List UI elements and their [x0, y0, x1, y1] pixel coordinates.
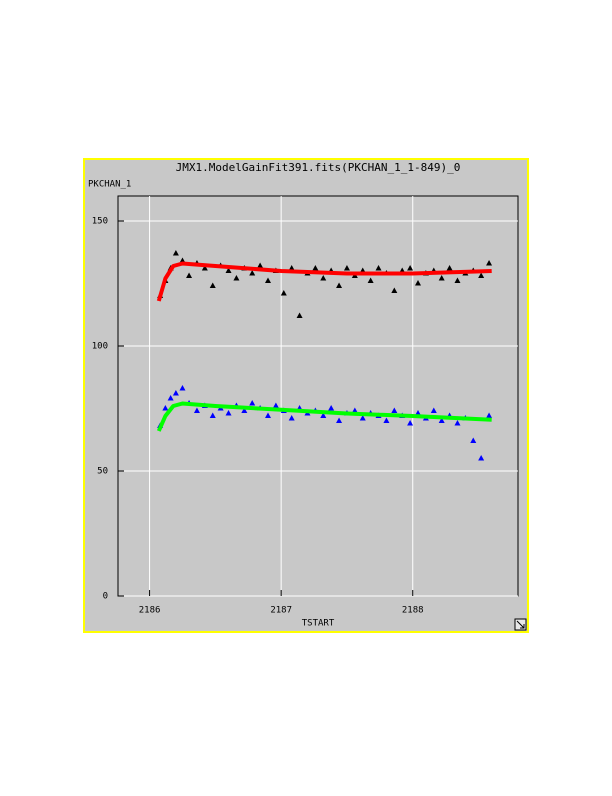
- data-point: [446, 265, 453, 271]
- fit-line: [156, 261, 492, 302]
- data-point: [359, 415, 366, 421]
- data-point: [336, 282, 343, 288]
- data-point: [312, 265, 319, 271]
- data-point: [407, 265, 414, 271]
- data-point: [486, 412, 493, 418]
- resize-icon[interactable]: [514, 618, 527, 631]
- y-tick-label: 100: [92, 342, 108, 352]
- data-point: [415, 410, 421, 416]
- y-tick-label: 50: [97, 467, 108, 477]
- data-point: [438, 275, 445, 281]
- data-point: [249, 400, 256, 406]
- x-tick-label: 2187: [270, 606, 292, 616]
- data-point: [336, 417, 343, 423]
- data-point: [438, 417, 445, 423]
- data-point: [186, 272, 193, 278]
- data-point: [265, 277, 271, 283]
- data-point: [296, 312, 303, 318]
- y-tick-label: 150: [92, 217, 108, 227]
- data-point: [328, 405, 335, 411]
- data-point: [233, 275, 240, 281]
- data-point: [351, 407, 358, 413]
- data-point: [383, 417, 390, 423]
- x-axis-label: TSTART: [302, 619, 335, 629]
- data-point: [478, 272, 485, 278]
- y-axis-label: PKCHAN_1: [88, 180, 131, 190]
- data-point: [225, 410, 232, 416]
- data-point: [162, 405, 169, 411]
- data-point: [280, 290, 287, 296]
- chart-title: JMX1.ModelGainFit391.fits(PKCHAN_1_1-849…: [176, 161, 461, 174]
- data-point: [486, 260, 493, 266]
- data-point: [454, 277, 461, 283]
- data-point: [172, 390, 179, 396]
- data-point: [288, 415, 295, 421]
- data-point: [320, 275, 327, 281]
- data-point: [179, 385, 186, 391]
- data-point: [225, 267, 232, 273]
- data-point: [470, 437, 477, 443]
- data-point: [320, 412, 327, 418]
- data-point: [167, 395, 174, 401]
- data-point: [343, 265, 350, 271]
- data-point: [193, 407, 200, 413]
- data-point: [272, 402, 279, 408]
- data-point: [375, 265, 382, 271]
- x-tick-label: 2188: [402, 606, 424, 616]
- data-point: [257, 262, 264, 268]
- data-point: [288, 265, 295, 271]
- data-point: [430, 407, 437, 413]
- data-point: [391, 287, 398, 293]
- data-point: [209, 282, 216, 288]
- data-point: [201, 265, 208, 271]
- data-point: [454, 420, 461, 426]
- fit-line: [156, 401, 492, 432]
- panel: [83, 158, 529, 633]
- data-point: [209, 412, 216, 418]
- x-tick-label: 2186: [139, 606, 161, 616]
- data-point: [367, 277, 374, 283]
- data-point: [407, 420, 414, 426]
- data-point: [241, 407, 248, 413]
- y-tick-label: 0: [103, 592, 108, 602]
- data-point: [172, 250, 179, 256]
- data-point: [478, 455, 485, 461]
- data-point: [415, 280, 421, 286]
- data-point: [265, 412, 271, 418]
- data-point: [391, 407, 398, 413]
- data-point: [249, 270, 256, 276]
